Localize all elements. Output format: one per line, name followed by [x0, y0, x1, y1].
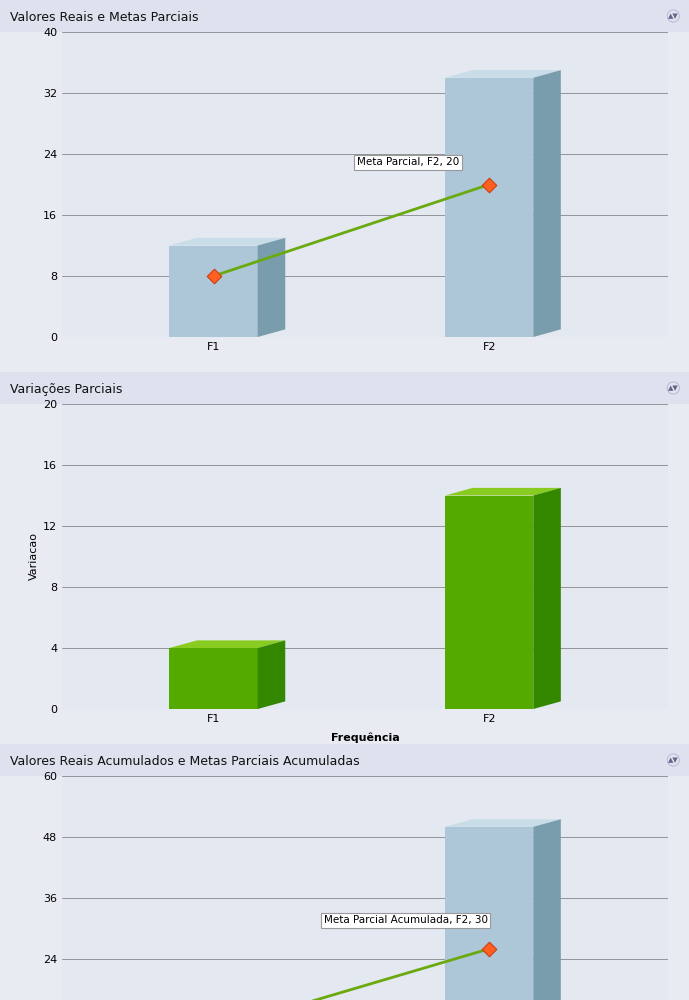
- Text: Variações Parciais: Variações Parciais: [10, 383, 123, 396]
- Polygon shape: [169, 238, 285, 245]
- Polygon shape: [533, 488, 561, 709]
- Bar: [48, 709, 689, 727]
- Polygon shape: [445, 70, 561, 78]
- Bar: [445, 827, 533, 1000]
- X-axis label: Frequência: Frequência: [331, 732, 400, 743]
- Text: Meta Parcial Acumulada, F2, 30: Meta Parcial Acumulada, F2, 30: [324, 915, 488, 925]
- Point: [484, 176, 495, 192]
- Polygon shape: [533, 819, 561, 1000]
- Polygon shape: [258, 238, 285, 337]
- Legend: Valor Real, Meta Parcial: Valor Real, Meta Parcial: [202, 373, 407, 392]
- Point: [208, 268, 219, 284]
- Polygon shape: [445, 488, 561, 495]
- Bar: [445, 78, 533, 337]
- Text: ▲▼: ▲▼: [668, 757, 679, 763]
- Bar: [169, 648, 258, 709]
- Bar: [445, 495, 533, 709]
- Bar: [169, 245, 258, 337]
- Bar: [48, 337, 689, 346]
- Text: Valores Reais e Metas Parciais: Valores Reais e Metas Parciais: [10, 11, 199, 24]
- Point: [484, 941, 495, 957]
- Polygon shape: [445, 819, 561, 827]
- Text: ▲▼: ▲▼: [668, 13, 679, 19]
- Polygon shape: [533, 70, 561, 337]
- Polygon shape: [169, 640, 285, 648]
- Text: Valores Reais Acumulados e Metas Parciais Acumuladas: Valores Reais Acumulados e Metas Parciai…: [10, 755, 360, 768]
- Text: Meta Parcial, F2, 20: Meta Parcial, F2, 20: [357, 157, 459, 167]
- Polygon shape: [258, 640, 285, 709]
- Y-axis label: Variacao: Variacao: [29, 532, 39, 580]
- Text: ▲▼: ▲▼: [668, 385, 679, 391]
